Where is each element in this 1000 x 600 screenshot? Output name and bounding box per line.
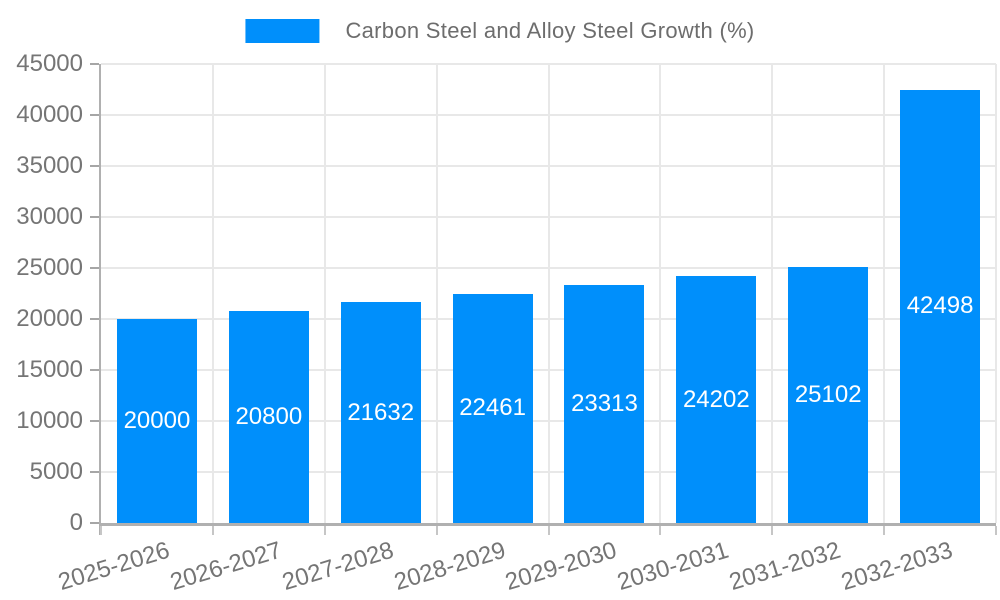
y-tick-label: 30000: [16, 203, 83, 230]
bar-value-label: 22461: [459, 394, 526, 422]
y-tick-label: 45000: [16, 50, 83, 77]
bar-2029-2030[interactable]: 23313: [564, 285, 645, 523]
y-tick: [90, 318, 99, 320]
y-tick: [90, 63, 99, 65]
y-tick-label: 40000: [16, 101, 83, 128]
bar-2026-2027[interactable]: 20800: [228, 310, 309, 523]
legend-swatch-icon: [245, 19, 320, 43]
bar-value-label: 42498: [906, 292, 974, 320]
y-axis-line: [99, 64, 101, 535]
gridline-v: [547, 64, 550, 523]
bar-value-label: 25102: [794, 380, 862, 408]
bar-2025-2026[interactable]: 20000: [116, 319, 197, 523]
x-axis-line: [99, 523, 996, 526]
y-tick: [90, 522, 99, 524]
gridline-v: [883, 64, 886, 523]
y-tick: [90, 114, 99, 116]
bar-2031-2032[interactable]: 25102: [788, 266, 869, 523]
y-tick-label: 35000: [16, 152, 83, 179]
x-tick: [211, 526, 214, 535]
gridline-v: [659, 64, 662, 523]
x-tick: [659, 526, 662, 535]
bar-2032-2033[interactable]: 42498: [900, 89, 981, 523]
bar-value-label: 20000: [123, 407, 191, 434]
x-tick: [547, 526, 550, 535]
y-tick: [90, 420, 99, 422]
y-tick-label: 25000: [16, 254, 83, 281]
x-tick: [995, 526, 997, 535]
legend-label: Carbon Steel and Alloy Steel Growth (%): [345, 18, 755, 43]
y-tick: [90, 216, 99, 218]
legend-item[interactable]: Carbon Steel and Alloy Steel Growth (%): [245, 18, 754, 44]
bar-2030-2031[interactable]: 24202: [676, 276, 757, 523]
y-tick: [90, 369, 99, 371]
y-tick-label: 20000: [16, 305, 83, 332]
y-tick: [90, 267, 99, 269]
x-tick: [435, 526, 438, 535]
gridline-v: [211, 64, 214, 523]
bar-value-label: 24202: [682, 385, 750, 413]
bar-2027-2028[interactable]: 21632: [340, 302, 421, 523]
bar-value-label: 23313: [571, 390, 638, 418]
y-tick-label: 0: [69, 509, 83, 536]
y-tick-label: 15000: [16, 356, 83, 383]
gridline-v: [435, 64, 438, 523]
y-tick: [90, 165, 99, 167]
bar-2028-2029[interactable]: 22461: [452, 293, 533, 523]
bar-value-label: 21632: [347, 398, 415, 426]
x-tick: [771, 526, 774, 535]
gridline-v: [771, 64, 774, 523]
gridline-v: [995, 64, 997, 523]
gridline-v: [323, 64, 326, 523]
y-tick-label: 5000: [29, 458, 83, 485]
x-tick: [323, 526, 326, 535]
bar-value-label: 20800: [235, 402, 303, 430]
x-tick: [883, 526, 886, 535]
x-tick: [100, 526, 102, 535]
y-tick: [90, 471, 99, 473]
y-tick-label: 10000: [16, 407, 83, 434]
